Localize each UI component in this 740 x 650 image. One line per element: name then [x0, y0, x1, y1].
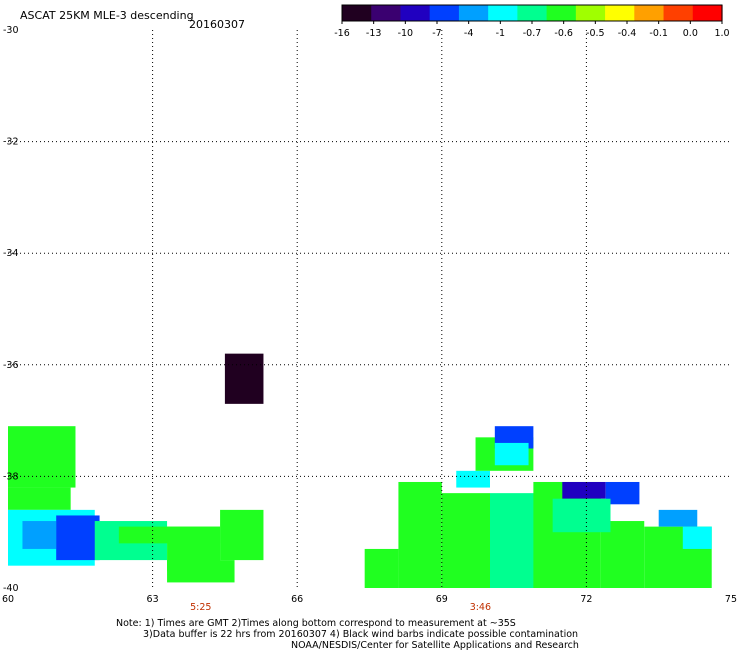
- data-region: [494, 426, 534, 449]
- x-tick-label: 60: [2, 594, 14, 605]
- chart-date: 20160307: [189, 18, 245, 31]
- data-region: [494, 442, 529, 466]
- data-region: [8, 426, 76, 488]
- data-region: [364, 548, 399, 588]
- data-region: [220, 509, 264, 561]
- colorbar-labels: -16 -13 -10 -7 -4 -1 -0.7 -0.6 -0.5 -0.4 -0.1 0.0 1.…: [334, 21, 730, 39]
- x-tick-labels: 60 63 66 69 72 75: [2, 594, 737, 605]
- colorbar-swatch: [371, 5, 402, 21]
- colorbar-swatch: [429, 5, 460, 21]
- colorbar-swatch: [692, 5, 723, 21]
- y-tick-label: -34: [3, 248, 19, 259]
- pass-time-label: 3:46: [470, 602, 491, 613]
- colorbar-swatch: [575, 5, 606, 21]
- colorbar-label: -13: [366, 28, 382, 39]
- chart-title: ASCAT 25KM MLE-3 descending: [20, 9, 194, 22]
- colorbar-swatch: [663, 5, 694, 21]
- data-region: [441, 493, 490, 588]
- x-tick-label: 72: [580, 594, 592, 605]
- colorbar-label: -0.5: [586, 28, 605, 39]
- data-region: [605, 481, 640, 505]
- footer-credit: NOAA/NESDIS/Center for Satellite Applica…: [291, 640, 579, 650]
- colorbar-label: -7: [432, 28, 441, 39]
- colorbar-swatch: [546, 5, 577, 21]
- y-tick-label: -36: [3, 360, 19, 371]
- data-region: [167, 560, 235, 583]
- y-tick-labels: -30 -32 -34 -36 -38 -40: [3, 25, 19, 594]
- y-tick-label: -30: [3, 25, 19, 36]
- colorbar-label: -0.4: [618, 28, 637, 39]
- colorbar-label: -10: [398, 28, 414, 39]
- colorbar-label: -16: [334, 28, 350, 39]
- colorbar-swatch: [342, 5, 372, 21]
- y-tick-label: -32: [3, 137, 19, 148]
- colorbar-label: 0.0: [683, 28, 698, 39]
- data-region: [8, 487, 71, 510]
- colorbar-label: -0.6: [554, 28, 573, 39]
- data-region: [552, 498, 611, 533]
- colorbar-swatch: [634, 5, 665, 21]
- colorbar-swatch: [517, 5, 548, 21]
- data-region: [658, 509, 698, 527]
- gridlines: [8, 30, 731, 588]
- pass-time-label: 5:25: [190, 602, 211, 613]
- colorbar-swatch: [458, 5, 489, 21]
- footer-note-line2: 3)Data buffer is 22 hrs from 20160307 4)…: [143, 629, 578, 640]
- x-tick-label: 75: [725, 594, 737, 605]
- data-region: [456, 470, 490, 488]
- colorbar-swatch: [488, 5, 518, 21]
- y-tick-label: -40: [3, 583, 19, 594]
- colorbar-label: -1: [496, 28, 505, 39]
- data-region: [682, 526, 712, 549]
- colorbar-swatch: [400, 5, 431, 21]
- footer-note-line1: Note: 1) Times are GMT 2)Times along bot…: [116, 618, 516, 629]
- x-tick-label: 63: [147, 594, 159, 605]
- colorbar: [341, 4, 723, 22]
- data-regions: [8, 353, 712, 588]
- data-region: [562, 481, 606, 499]
- colorbar-label: 1.0: [714, 28, 729, 39]
- data-region: [22, 521, 57, 549]
- data-region: [398, 481, 442, 588]
- colorbar-swatch: [605, 5, 635, 21]
- colorbar-label: -0.7: [523, 28, 542, 39]
- x-tick-label: 69: [436, 594, 448, 605]
- colorbar-label: -4: [464, 28, 473, 39]
- data-region: [56, 515, 100, 561]
- colorbar-label: -0.1: [649, 28, 668, 39]
- data-region: [224, 353, 264, 404]
- y-tick-label: -38: [3, 471, 19, 482]
- pass-time-labels: 5:25 3:46: [190, 602, 491, 613]
- x-tick-label: 66: [291, 594, 303, 605]
